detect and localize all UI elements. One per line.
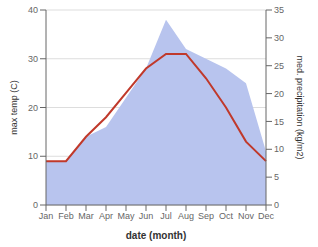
svg-text:0: 0 [274,200,279,210]
svg-text:med. precipitation (kg/m2): med. precipitation (kg/m2) [295,55,305,159]
svg-text:Mar: Mar [78,211,94,221]
svg-text:5: 5 [274,172,279,182]
svg-text:Nov: Nov [238,211,255,221]
svg-text:max temp (C): max temp (C) [9,80,19,135]
svg-text:Dec: Dec [258,211,275,221]
svg-text:20: 20 [28,103,38,113]
svg-text:20: 20 [274,89,284,99]
svg-text:Sep: Sep [198,211,214,221]
svg-text:Aug: Aug [178,211,194,221]
svg-text:15: 15 [274,117,284,127]
svg-text:10: 10 [28,151,38,161]
svg-text:10: 10 [274,144,284,154]
svg-text:May: May [117,211,135,221]
svg-text:0: 0 [33,200,38,210]
svg-text:Jan: Jan [39,211,54,221]
svg-text:30: 30 [28,54,38,64]
svg-text:30: 30 [274,33,284,43]
svg-text:date (month): date (month) [126,230,187,241]
svg-text:25: 25 [274,61,284,71]
svg-text:40: 40 [28,5,38,15]
svg-text:Apr: Apr [99,211,113,221]
svg-text:Feb: Feb [58,211,74,221]
svg-text:Jul: Jul [160,211,172,221]
svg-text:Jun: Jun [139,211,154,221]
svg-text:35: 35 [274,5,284,15]
svg-text:Oct: Oct [219,211,234,221]
